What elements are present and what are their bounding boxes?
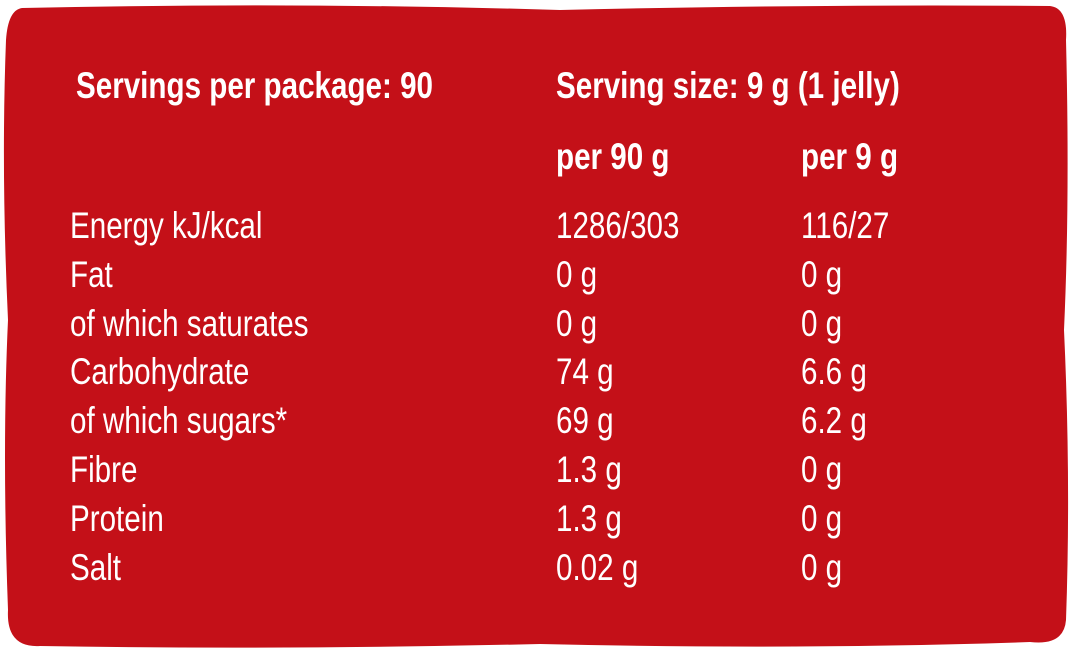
- red-panel: [3, 5, 1069, 648]
- value-per-serving: 6.2 g: [801, 400, 867, 442]
- value-per-package: 1.3 g: [556, 497, 622, 539]
- value-per-serving: 0 g: [801, 302, 843, 344]
- column-header: per 90 g: [556, 136, 670, 177]
- serving-size: Serving size: 9 g (1 jelly): [556, 65, 900, 106]
- nutrient-name: Protein: [70, 497, 164, 539]
- value-per-package: 69 g: [556, 400, 614, 442]
- value-per-serving: 0 g: [801, 253, 843, 295]
- value-per-package: 0.02 g: [556, 546, 639, 588]
- value-per-package: 1286/303: [556, 205, 680, 246]
- value-per-serving: 116/27: [801, 205, 890, 246]
- value-per-serving: 0 g: [801, 449, 843, 490]
- servings: Servings per package: 90: [76, 65, 434, 106]
- column-header: per 9 g: [801, 136, 899, 177]
- value-per-serving: 0 g: [801, 546, 843, 588]
- value-per-package: 0 g: [556, 302, 598, 344]
- nutrient-name: of which saturates: [70, 302, 309, 344]
- value-per-package: 0 g: [556, 253, 598, 295]
- nutrient-name: Fat: [70, 253, 113, 295]
- nutrient-name: Carbohydrate: [70, 351, 250, 393]
- value-per-serving: 6.6 g: [801, 351, 867, 393]
- nutrient-name: Energy kJ/kcal: [70, 205, 263, 246]
- nutrient-name: Fibre: [70, 449, 138, 490]
- value-per-package: 74 g: [556, 351, 614, 393]
- value-per-package: 1.3 g: [556, 449, 622, 490]
- nutrient-name: Salt: [70, 546, 122, 588]
- value-per-serving: 0 g: [801, 497, 843, 539]
- nutrient-name: of which sugars*: [70, 400, 288, 442]
